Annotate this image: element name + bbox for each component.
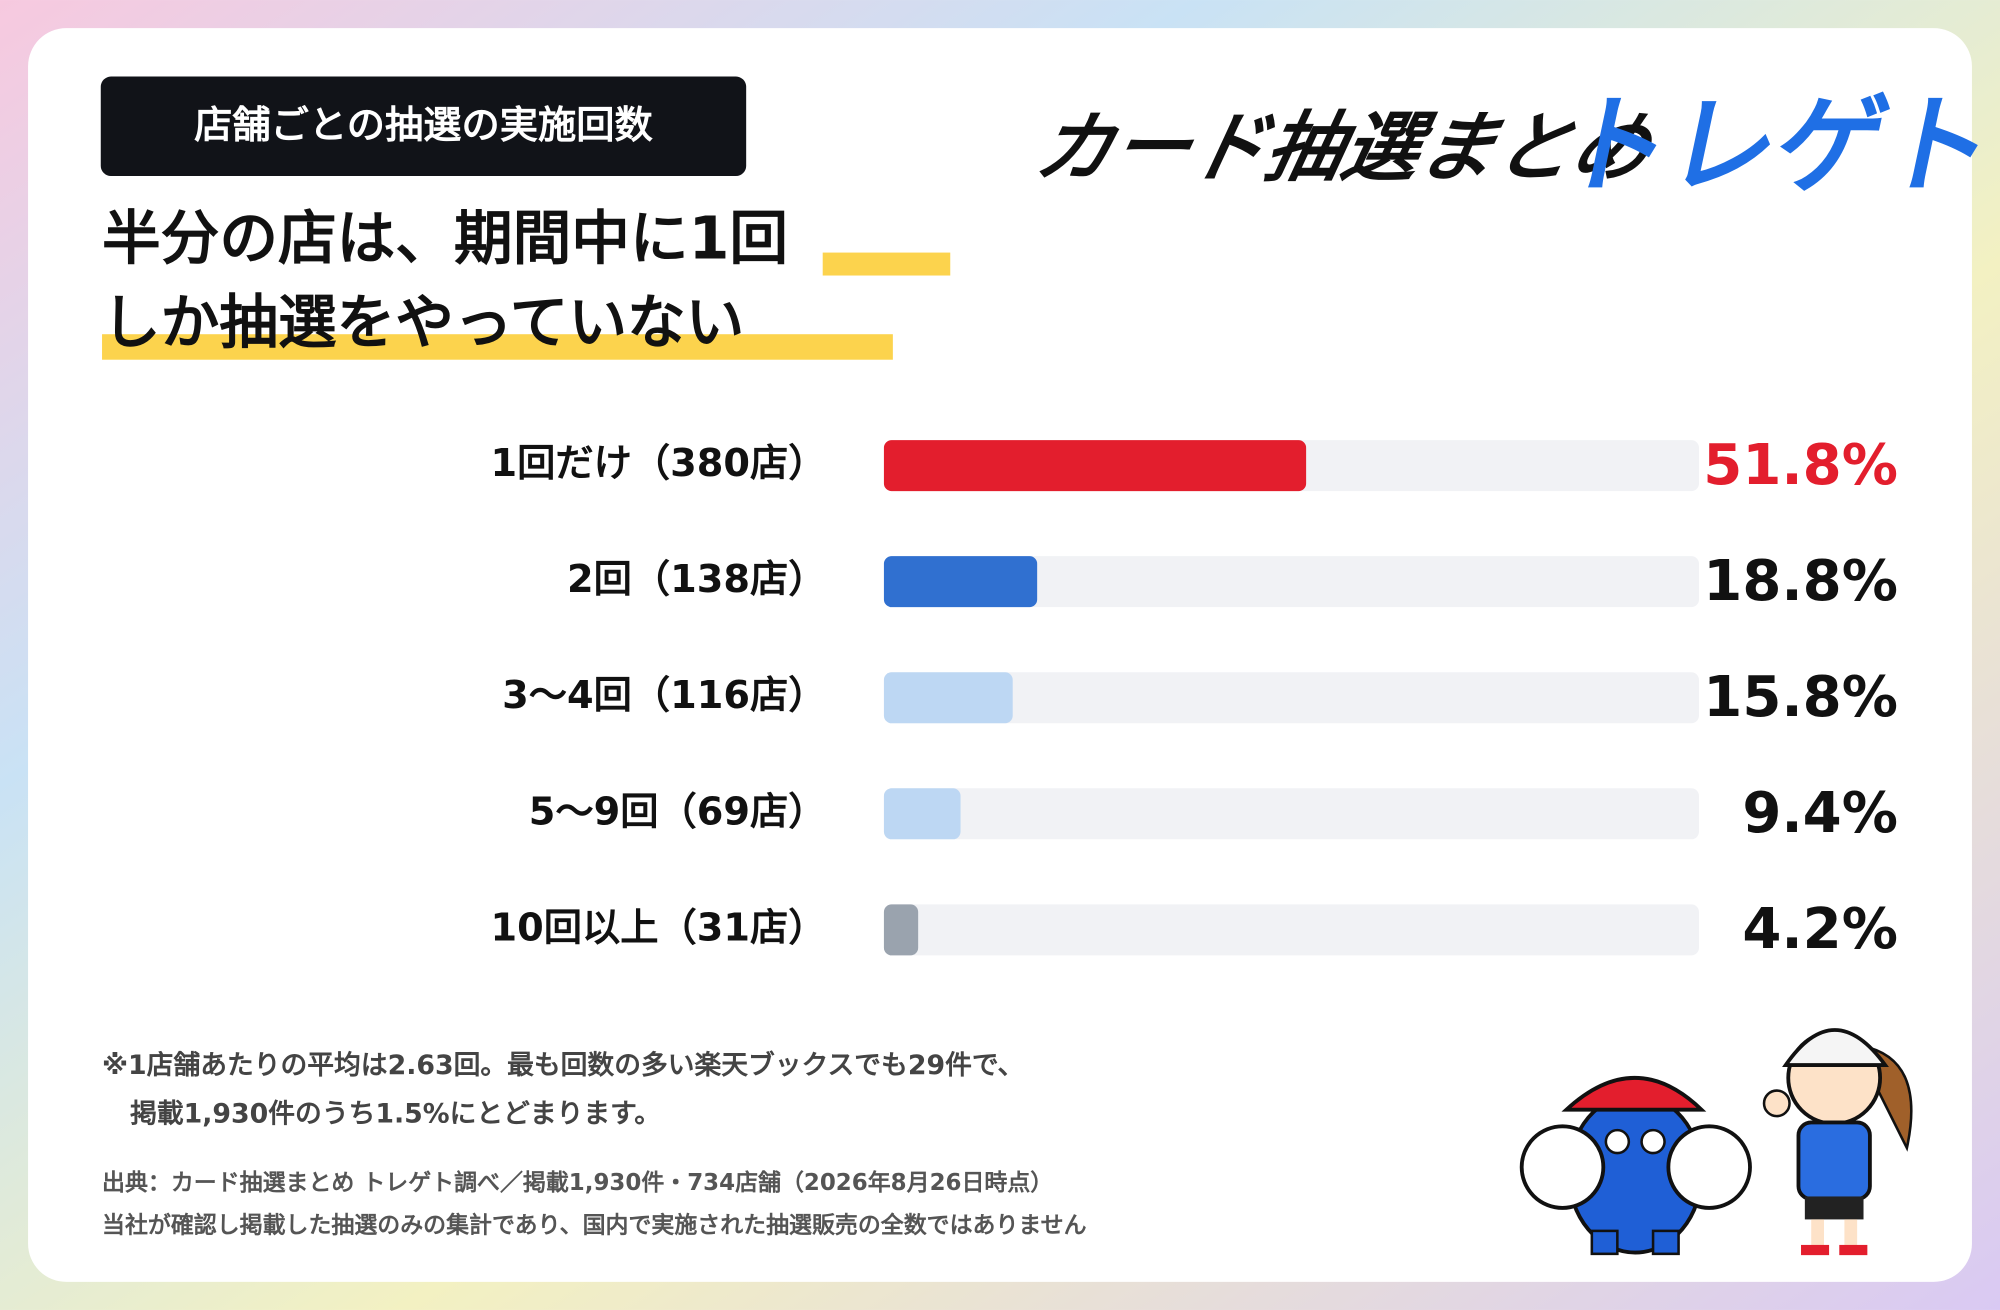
bar-track bbox=[883, 904, 1699, 956]
value-label: 4.2% bbox=[1742, 897, 1898, 962]
source: 当社が確認し掲載した抽選のみの集計であり、国内で実施された抽選販売の全数ではあり… bbox=[102, 1211, 1087, 1238]
girl bbox=[1762, 1028, 1913, 1256]
headline: 半分の店は、期間中に1回 bbox=[102, 204, 788, 272]
note: ※1店舗あたりの平均は2.63回。最も回数の多い楽天ブックスでも29件で、 bbox=[102, 1049, 1024, 1081]
tag: 店舗ごとの抽選の実施回数 bbox=[194, 103, 653, 148]
logo-brand: トレゲト bbox=[1550, 83, 2000, 209]
highlight bbox=[102, 334, 893, 360]
category-label: 2回（138店） bbox=[567, 557, 826, 602]
bar bbox=[883, 440, 1307, 492]
bar-track bbox=[883, 788, 1699, 840]
value-label: 51.8% bbox=[1703, 433, 1898, 498]
category-label: 5〜9回（69店） bbox=[529, 789, 827, 834]
highlight bbox=[822, 252, 951, 276]
bar-track bbox=[883, 672, 1699, 724]
bar-chart: 1回だけ（380店） 51.8% 2回（138店） 18.8% 3〜4回（116店） 15… bbox=[491, 433, 1898, 962]
mascot bbox=[1519, 1076, 1752, 1256]
logo-text: カード抽選まとめ bbox=[1028, 104, 1662, 193]
value-label: 18.8% bbox=[1703, 549, 1898, 614]
bar bbox=[883, 556, 1038, 608]
value-label: 9.4% bbox=[1742, 781, 1898, 846]
value-label: 15.8% bbox=[1703, 665, 1898, 730]
note: 掲載1,930件のうち1.5%にとどまります。 bbox=[130, 1098, 661, 1129]
source: 出典：カード抽選まとめ トレゲト調べ／掲載1,930件・734店舗（2026年8… bbox=[102, 1169, 1053, 1196]
category-label: 1回だけ（380店） bbox=[491, 441, 827, 486]
tag-box bbox=[100, 76, 747, 177]
bar bbox=[883, 672, 1013, 724]
category-label: 10回以上（31店） bbox=[491, 905, 827, 950]
bar bbox=[883, 788, 961, 840]
bar-track bbox=[883, 556, 1699, 608]
headline: しか抽選をやっていない bbox=[102, 289, 744, 357]
category-label: 3〜4回（116店） bbox=[502, 673, 826, 718]
bar bbox=[883, 904, 919, 956]
